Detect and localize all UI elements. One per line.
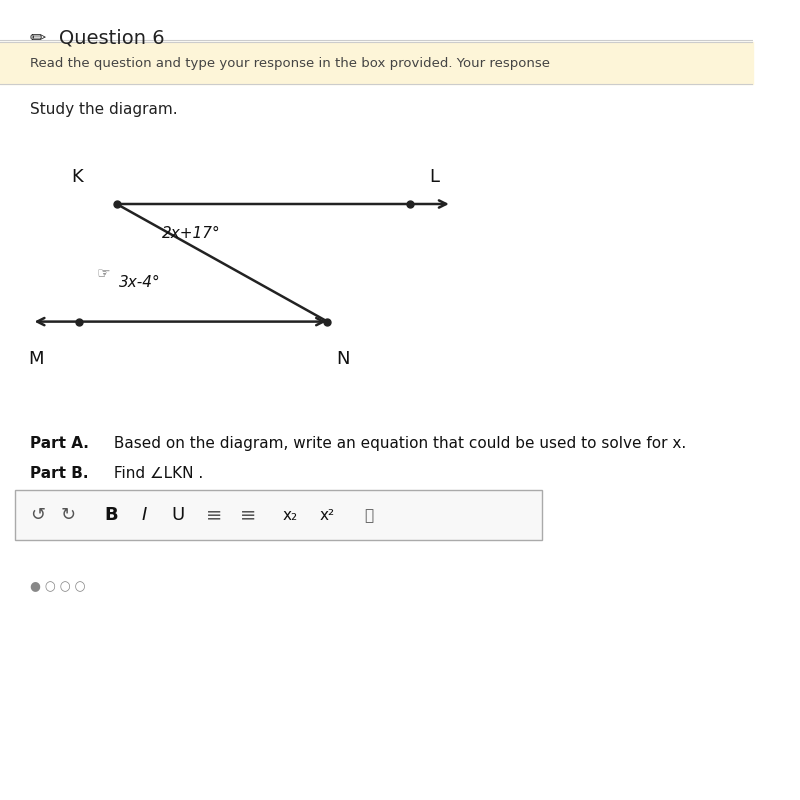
Text: ≡: ≡ xyxy=(206,506,222,525)
Text: I: I xyxy=(142,506,147,524)
Bar xyxy=(0,42,753,84)
Text: ↻: ↻ xyxy=(60,506,75,524)
Bar xyxy=(15,490,542,540)
Text: K: K xyxy=(71,168,83,186)
Text: U: U xyxy=(171,506,184,524)
Text: ☞: ☞ xyxy=(96,266,110,282)
Text: L: L xyxy=(429,168,439,186)
Text: M: M xyxy=(28,350,43,368)
Text: Read the question and type your response in the box provided. Your response: Read the question and type your response… xyxy=(30,57,550,70)
Text: x²: x² xyxy=(320,508,335,522)
Text: Part A.: Part A. xyxy=(30,436,89,451)
Text: ● ○ ○ ○: ● ○ ○ ○ xyxy=(30,580,86,593)
Text: N: N xyxy=(337,350,350,368)
Text: 3x-4°: 3x-4° xyxy=(119,274,161,290)
Text: ≡: ≡ xyxy=(240,506,257,525)
Text: Study the diagram.: Study the diagram. xyxy=(30,102,178,118)
Text: ⛶: ⛶ xyxy=(364,508,374,522)
Text: ↺: ↺ xyxy=(30,506,46,524)
Text: ✏  Question 6: ✏ Question 6 xyxy=(30,28,165,47)
Text: Based on the diagram, write an equation that could be used to solve for x.: Based on the diagram, write an equation … xyxy=(109,436,686,451)
Text: B: B xyxy=(105,506,118,524)
Text: x₂: x₂ xyxy=(282,508,298,522)
Text: 2x+17°: 2x+17° xyxy=(162,226,221,241)
Text: Part B.: Part B. xyxy=(30,466,89,481)
Text: Find ∠LKN .: Find ∠LKN . xyxy=(109,466,203,481)
